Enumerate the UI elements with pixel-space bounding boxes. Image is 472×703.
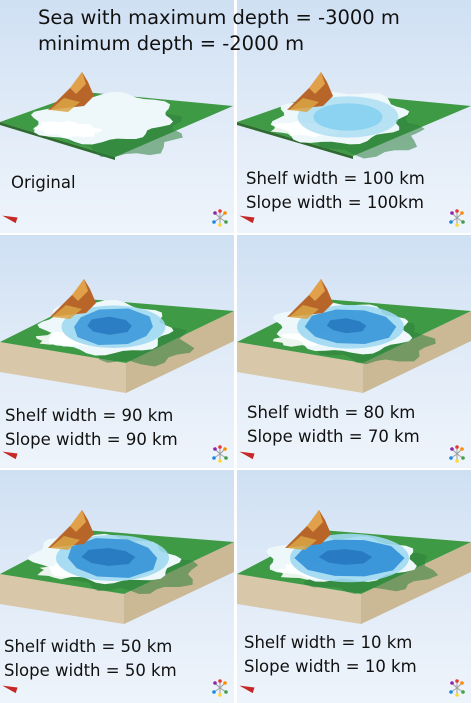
panel-caption: Shelf width = 50 km Slope width = 50 km <box>4 635 177 683</box>
basin-floor <box>326 318 367 334</box>
triad-dot <box>213 211 217 215</box>
block-side-front <box>237 574 361 624</box>
triad-dot <box>223 211 227 215</box>
panel-shelf-50: Shelf width = 50 km Slope width = 50 km <box>0 470 234 703</box>
triad-dot <box>218 679 222 683</box>
triad-dot <box>461 690 465 694</box>
caption-line1: Shelf width = 100 km <box>246 169 425 188</box>
triad-dot <box>224 220 228 224</box>
terrain-block-shelf-90 <box>0 279 234 393</box>
caption-line2: Slope width = 10 km <box>244 657 417 676</box>
figure-title-line1: Sea with maximum depth = -3000 m <box>38 6 400 29</box>
triad-dot <box>460 447 464 451</box>
basin-floor <box>318 549 373 565</box>
orientation-triad-icon <box>449 209 465 227</box>
triad-dot <box>455 209 459 213</box>
orientation-triad-icon <box>212 445 228 463</box>
triad-dot <box>218 209 222 213</box>
triad-dot <box>218 445 222 449</box>
figure-title-line2: minimum depth = -2000 m <box>38 32 305 55</box>
orientation-triad-icon <box>449 679 465 697</box>
triad-dot <box>450 681 454 685</box>
mountain-foothills <box>50 98 80 112</box>
triad-dot <box>224 456 228 460</box>
triad-dot <box>455 459 459 463</box>
mountain-foothills <box>50 536 80 550</box>
block-side-front <box>0 574 124 624</box>
block-edge <box>0 122 115 160</box>
panel-shelf-80: Shelf width = 80 km Slope width = 70 km <box>237 235 471 468</box>
panel-caption: Shelf width = 10 km Slope width = 10 km <box>244 631 417 679</box>
triad-dot <box>455 445 459 449</box>
mountain-foothills <box>289 305 319 319</box>
coast-flats <box>32 120 104 138</box>
triad-dot <box>455 679 459 683</box>
triad-dot <box>450 211 454 215</box>
triad-dot <box>455 693 459 697</box>
caption-line2: Slope width = 100km <box>246 193 424 212</box>
mountain-foothills <box>287 536 317 550</box>
caption-line2: Slope width = 70 km <box>247 427 420 446</box>
triad-dot <box>218 693 222 697</box>
panel-shelf-100: Shelf width = 100 km Slope width = 100km <box>237 0 471 233</box>
triad-dot <box>213 447 217 451</box>
caption-line1: Original <box>11 173 76 192</box>
triad-dot <box>212 456 216 460</box>
caption-line1: Shelf width = 50 km <box>4 637 173 656</box>
triad-dot <box>223 447 227 451</box>
triad-dot <box>212 690 216 694</box>
panel-caption: Shelf width = 90 km Slope width = 90 km <box>5 404 178 452</box>
terrain-block-original <box>0 72 233 160</box>
deep-basin <box>313 103 383 131</box>
orientation-triad-icon <box>212 209 228 227</box>
mountain-peak <box>72 279 88 301</box>
triad-dot <box>218 459 222 463</box>
basin-floor <box>81 548 136 566</box>
mountain-peak <box>70 72 86 94</box>
terrain-block-shelf-10 <box>237 510 471 624</box>
mountain-peak <box>70 510 86 532</box>
terrain-block-shelf-100 <box>237 72 471 159</box>
caption-line2: Slope width = 50 km <box>4 661 177 680</box>
mountain-peak <box>309 279 325 301</box>
caption-line1: Shelf width = 90 km <box>5 406 174 425</box>
mountain-peak <box>309 72 325 94</box>
mountain-foothills <box>52 305 82 319</box>
terrain-block-shelf-80 <box>237 279 471 393</box>
panel-shelf-10: Shelf width = 10 km Slope width = 10 km <box>237 470 471 703</box>
panel-caption: Shelf width = 100 km Slope width = 100km <box>246 167 425 215</box>
panel-shelf-90: Shelf width = 90 km Slope width = 90 km <box>0 235 234 468</box>
triad-dot <box>223 681 227 685</box>
triad-dot <box>213 681 217 685</box>
triad-dot <box>449 220 453 224</box>
orientation-triad-icon <box>449 445 465 463</box>
triad-dot <box>461 456 465 460</box>
caption-line2: Slope width = 90 km <box>5 430 178 449</box>
triad-dot <box>224 690 228 694</box>
triad-dot <box>449 456 453 460</box>
caption-line1: Shelf width = 80 km <box>247 403 416 422</box>
triad-dot <box>460 681 464 685</box>
triad-dot <box>218 223 222 227</box>
terrain-block-shelf-50 <box>0 510 234 624</box>
panel-caption: Original <box>11 171 76 195</box>
triad-dot <box>450 447 454 451</box>
block-edge <box>237 122 353 159</box>
caption-line1: Shelf width = 10 km <box>244 633 413 652</box>
block-side-front <box>0 342 126 393</box>
block-side-right <box>361 542 471 624</box>
mountain-foothills <box>289 98 319 112</box>
triad-dot <box>449 690 453 694</box>
triad-dot <box>455 223 459 227</box>
mountain-peak <box>307 510 323 532</box>
block-side-front <box>237 342 363 393</box>
panel-caption: Shelf width = 80 km Slope width = 70 km <box>247 401 420 449</box>
triad-dot <box>212 220 216 224</box>
basin-floor <box>87 316 132 335</box>
triad-dot <box>461 220 465 224</box>
triad-dot <box>460 211 464 215</box>
orientation-triad-icon <box>212 679 228 697</box>
panel-original: Original <box>0 0 234 233</box>
